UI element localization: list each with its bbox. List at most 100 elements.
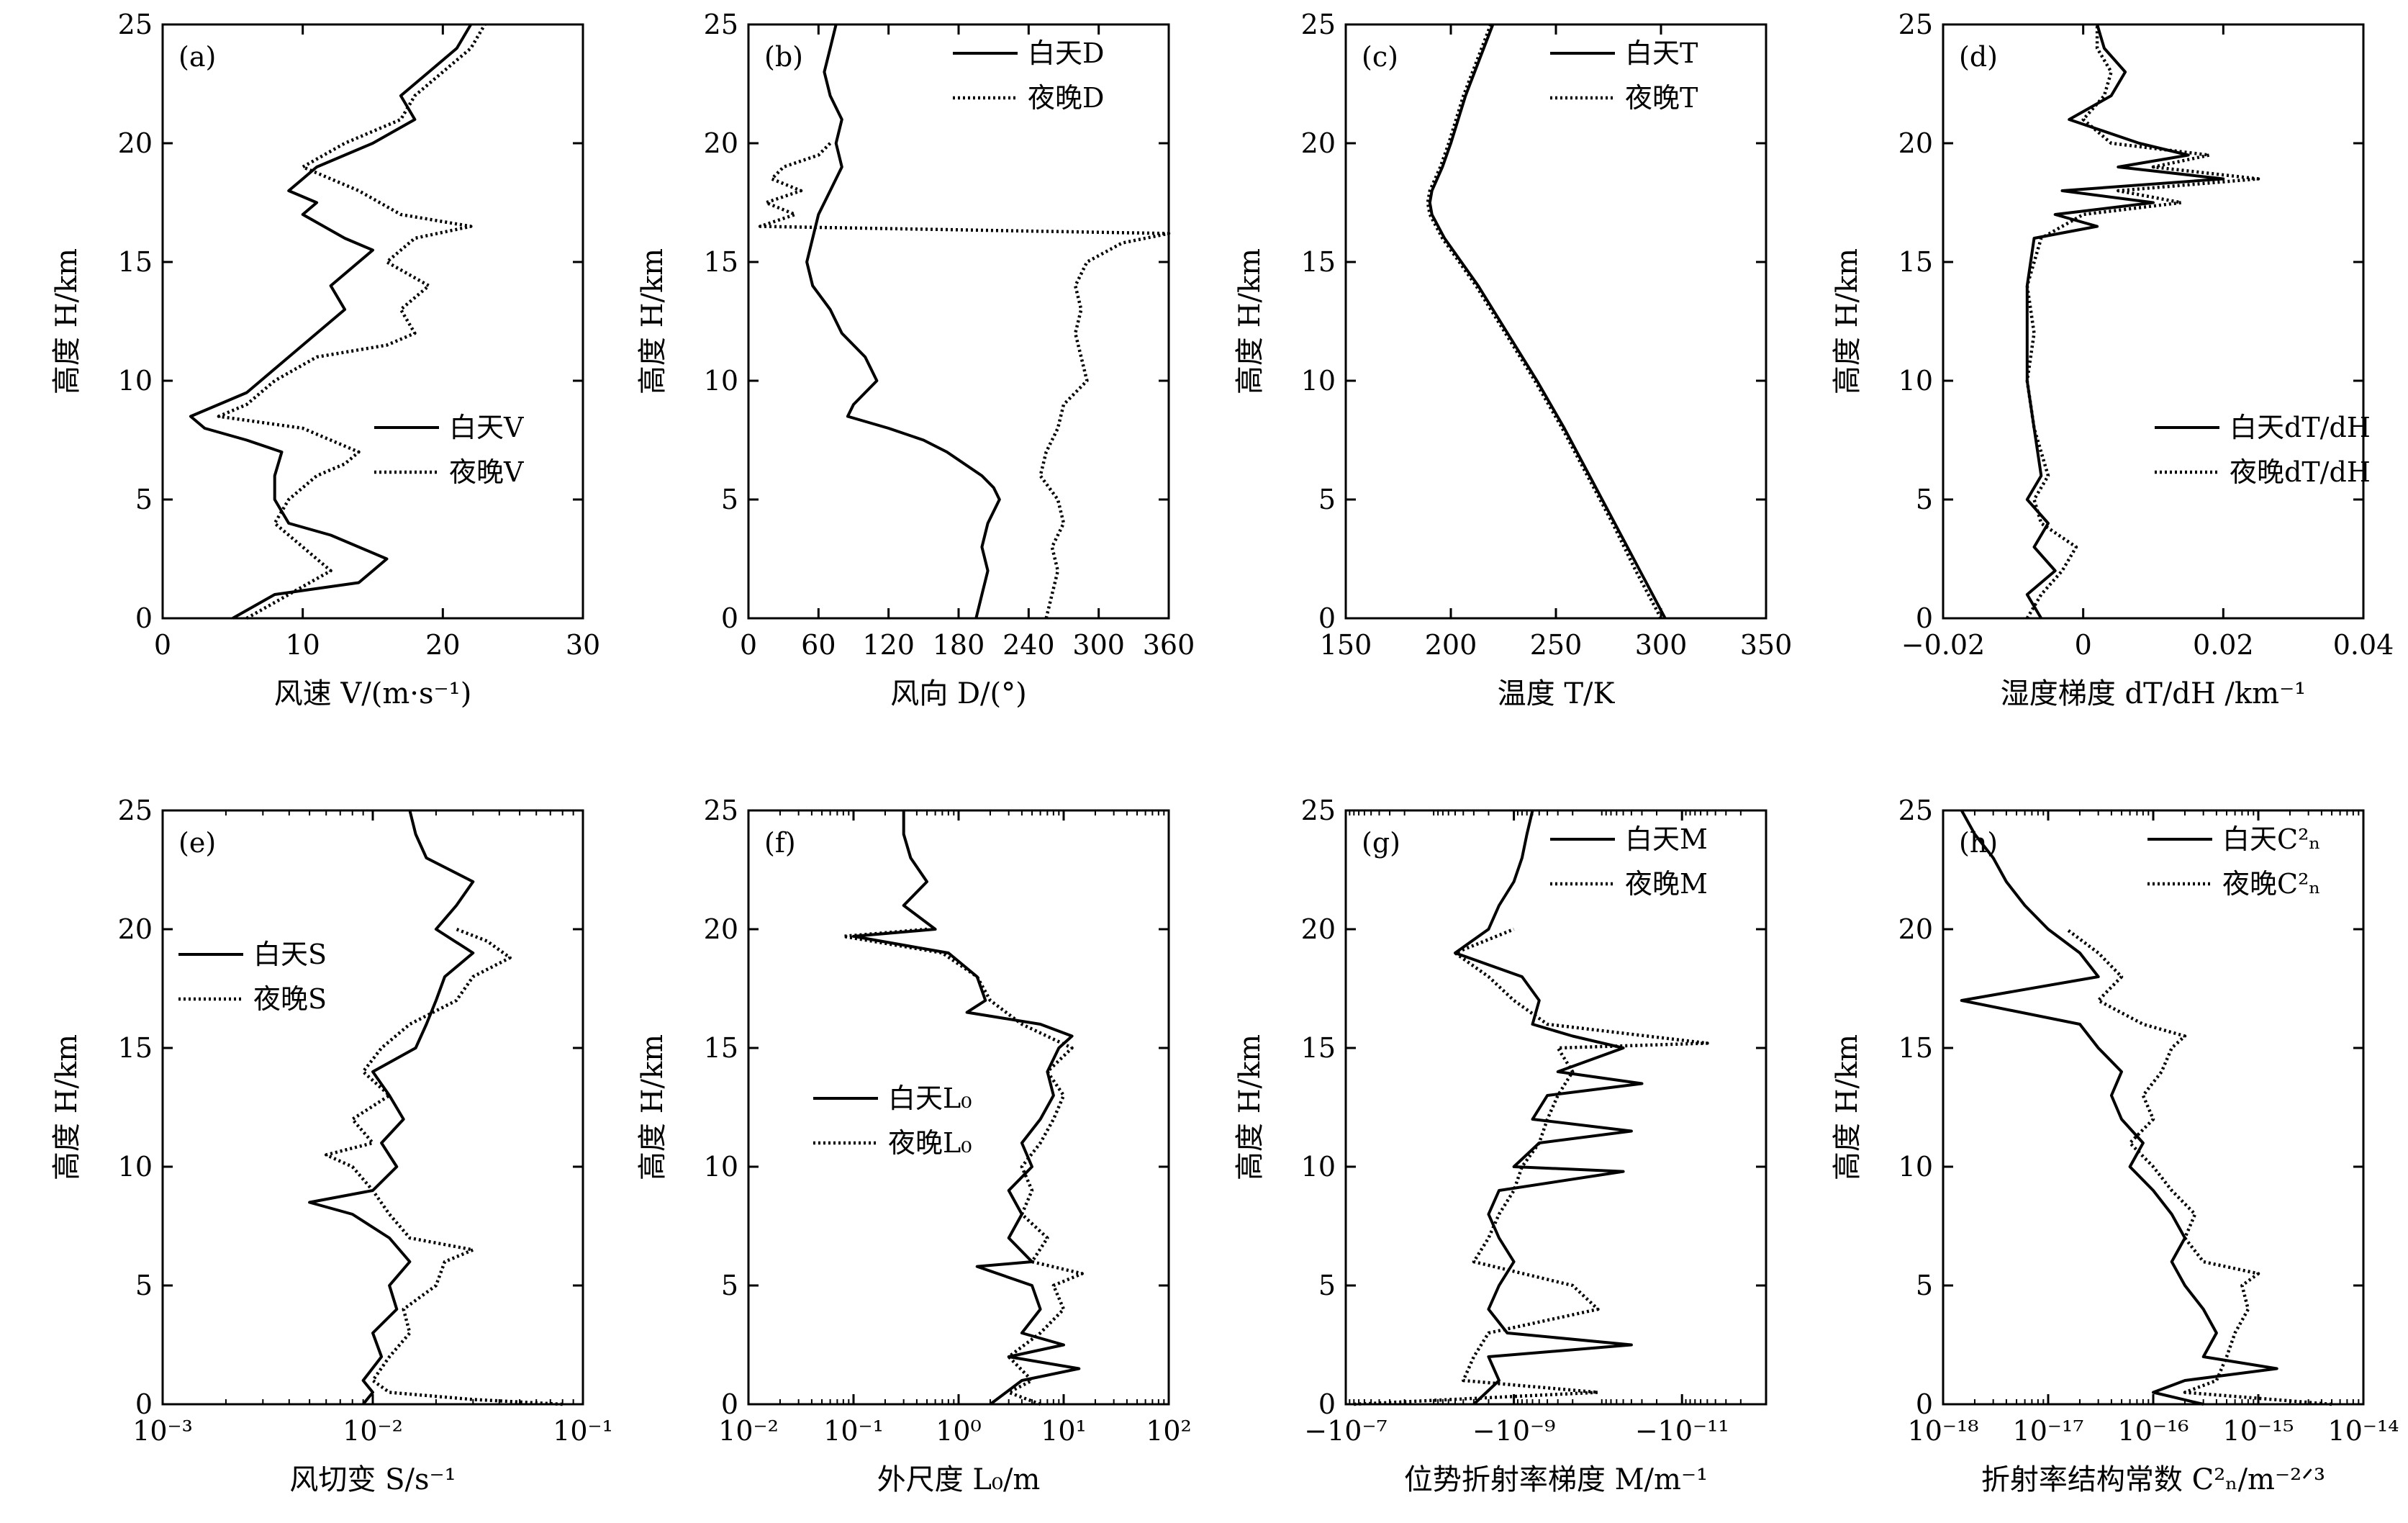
y-tick-label: 15	[1898, 1032, 1933, 1064]
x-tick-label: 240	[1002, 629, 1055, 661]
y-tick-label: 15	[1898, 246, 1933, 278]
x-tick-label: 150	[1320, 629, 1372, 661]
y-tick-label: 20	[1301, 913, 1336, 945]
y-tick-label: 10	[1898, 365, 1933, 397]
y-tick-label: 25	[1301, 795, 1336, 826]
y-tick-label: 25	[1898, 795, 1933, 826]
plot-frame	[747, 23, 1170, 620]
x-tick-label: 10⁻¹	[553, 1415, 613, 1447]
y-tick-label: 10	[704, 365, 738, 397]
x-tick-label: 0.02	[2193, 629, 2254, 661]
series-line-night	[758, 142, 1171, 619]
panel-tag: (b)	[764, 41, 803, 73]
legend-label: 白天V	[449, 412, 524, 443]
y-tick-label: 10	[118, 365, 153, 397]
x-tick-label: 10⁻¹⁶	[2118, 1415, 2189, 1447]
y-tick-label: 5	[1916, 484, 1933, 515]
y-axis-label: 高度 H/km	[1831, 248, 1864, 394]
legend: 白天C²ₙ 夜晚C²ₙ	[2147, 823, 2321, 900]
series-line-night	[1354, 927, 1709, 1406]
y-tick-label: 5	[721, 484, 738, 515]
y-tick-label: 5	[1318, 484, 1336, 515]
y-tick-label: 10	[1898, 1151, 1933, 1183]
y-axis-label: 高度 H/km	[1234, 1034, 1267, 1180]
x-tick-label: 10⁻¹⁵	[2223, 1415, 2294, 1447]
series-line-night	[2065, 928, 2332, 1406]
x-tick-label: 10⁻¹	[823, 1415, 884, 1447]
x-tick-label: 200	[1425, 629, 1477, 661]
x-tick-label: 10⁰	[936, 1415, 982, 1447]
x-axis-label: 折射率结构常数 C²ₙ/m⁻²ᐟ³	[1981, 1463, 2325, 1496]
panel-g: 0 5 10 15 20 25 −10⁻⁷ −10⁻⁹ −10⁻¹¹ (g) 位势折射率梯度 M/m…	[1234, 795, 1767, 1496]
series-line-night	[217, 23, 486, 620]
y-tick-label: 0	[721, 602, 738, 634]
legend-label: 夜晚dT/dH	[2230, 456, 2371, 488]
y-axis-label: 高度 H/km	[636, 1034, 669, 1180]
x-axis-label: 位势折射率梯度 M/m⁻¹	[1404, 1463, 1708, 1496]
x-tick-label: −10⁻⁹	[1472, 1415, 1555, 1447]
series-line-night	[2025, 24, 2260, 620]
x-tick-label: 10⁻¹⁴	[2328, 1415, 2399, 1447]
x-tick-label: 10⁻¹⁸	[1908, 1415, 1979, 1447]
series-line-night	[324, 927, 563, 1406]
y-tick-label: 10	[118, 1151, 153, 1183]
series-line-night	[1426, 24, 1662, 620]
y-tick-label: 15	[118, 1032, 153, 1064]
y-tick-label: 20	[1898, 127, 1933, 159]
y-tick-label: 20	[704, 913, 738, 945]
plot-frame	[1344, 809, 1767, 1406]
x-tick-label: 60	[801, 629, 836, 661]
x-tick-label: 10	[285, 629, 320, 661]
legend: 白天dT/dH 夜晚dT/dH	[2155, 412, 2371, 488]
x-tick-label: 250	[1530, 629, 1583, 661]
panel-tag: (h)	[1959, 827, 1998, 859]
x-tick-label: 300	[1072, 629, 1125, 661]
legend: 白天T 夜晚T	[1550, 37, 1698, 114]
panel-b: 0 5 10 15 20 25 0 60 120 180 240 300 360 (b) 风向 D/(°) 高…	[636, 9, 1195, 710]
x-tick-label: 120	[862, 629, 915, 661]
panel-tag: (c)	[1362, 41, 1398, 73]
x-axis-label: 外尺度 L₀/m	[877, 1463, 1041, 1496]
series-line-day	[1960, 810, 2278, 1406]
panel-tag: (f)	[764, 827, 796, 859]
y-tick-label: 20	[118, 127, 153, 159]
legend-label: 白天dT/dH	[2230, 412, 2371, 443]
series-line-day	[805, 24, 1001, 619]
legend: 白天S 夜晚S	[178, 939, 327, 1015]
y-tick-label: 20	[118, 913, 153, 945]
y-tick-label: 25	[704, 795, 738, 826]
y-tick-label: 0	[1318, 1388, 1336, 1420]
x-tick-label: 10⁻²	[718, 1415, 779, 1447]
x-axis-label: 风速 V/(m·s⁻¹)	[274, 677, 472, 710]
y-tick-label: 0	[135, 1388, 153, 1420]
y-tick-label: 10	[1301, 1151, 1336, 1183]
y-tick-label: 5	[135, 1270, 153, 1301]
y-tick-label: 0	[1916, 602, 1933, 634]
legend-label: 白天S	[253, 939, 327, 970]
y-tick-label: 15	[1301, 246, 1336, 278]
panel-c: 0 5 10 15 20 25 150 200 250 300 350 (c) 温度 T/K 高度 H/k…	[1234, 9, 1792, 710]
y-tick-label: 15	[704, 246, 738, 278]
panel-tag: (a)	[178, 41, 216, 73]
y-axis-label: 高度 H/km	[1234, 248, 1267, 394]
y-tick-label: 15	[1301, 1032, 1336, 1064]
panel-a: 0 5 10 15 20 25 0 10 20 30 (a) 风速 V/(m·s⁻¹) 高度 H/km 白…	[50, 9, 600, 710]
series-line-day	[2025, 24, 2225, 620]
plot-frame	[1344, 23, 1767, 620]
legend: 白天L₀ 夜晚L₀	[813, 1083, 972, 1159]
plot-frame	[161, 23, 584, 620]
x-axis-label: 温度 T/K	[1498, 677, 1616, 710]
x-tick-label: 10⁻¹⁷	[2013, 1415, 2084, 1447]
y-tick-label: 5	[721, 1270, 738, 1301]
series-line-night	[841, 927, 1084, 1406]
legend-label: 夜晚L₀	[888, 1127, 972, 1159]
y-axis-label: 高度 H/km	[50, 1034, 83, 1180]
legend: 白天D 夜晚D	[953, 37, 1104, 114]
y-tick-label: 20	[1898, 913, 1933, 945]
legend-label: 夜晚V	[449, 456, 524, 488]
legend-label: 白天D	[1028, 37, 1104, 69]
panel-tag: (g)	[1362, 827, 1400, 859]
plot-frame	[1942, 23, 2365, 620]
panel-f: 0 5 10 15 20 25 10⁻² 10⁻¹ 10⁰ 10¹ 10² (f) 外尺度 L₀/m 高度…	[636, 795, 1192, 1496]
